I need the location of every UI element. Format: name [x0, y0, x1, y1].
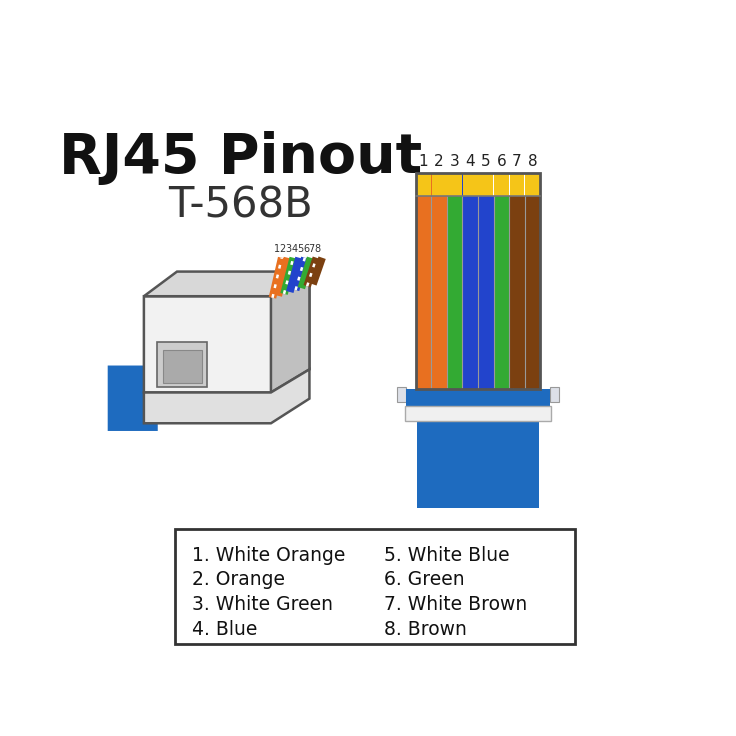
Bar — [478, 196, 494, 389]
Text: 3. White Green: 3. White Green — [191, 595, 333, 614]
Text: 2: 2 — [434, 154, 444, 169]
Text: 8: 8 — [528, 154, 537, 169]
Polygon shape — [144, 369, 309, 423]
Bar — [417, 421, 539, 508]
Text: 5: 5 — [297, 244, 303, 254]
Bar — [397, 387, 406, 402]
Text: T-568B: T-568B — [168, 185, 313, 227]
Bar — [406, 389, 550, 406]
Bar — [416, 173, 431, 196]
Text: 8. Brown: 8. Brown — [384, 620, 467, 639]
Bar — [405, 406, 551, 421]
Bar — [550, 387, 559, 402]
Bar — [447, 196, 462, 389]
Text: 1: 1 — [419, 154, 428, 169]
Text: 6. Green: 6. Green — [384, 570, 464, 590]
Bar — [509, 196, 525, 389]
Bar — [494, 173, 509, 196]
Bar — [416, 196, 431, 389]
Bar — [432, 173, 447, 196]
Text: 4. Blue: 4. Blue — [191, 620, 257, 639]
Bar — [462, 173, 478, 389]
Text: 7: 7 — [512, 154, 522, 169]
Bar — [416, 173, 540, 389]
Text: 3: 3 — [450, 154, 459, 169]
Bar — [174, 528, 575, 644]
Bar — [525, 173, 540, 389]
Bar — [526, 173, 540, 196]
Bar — [163, 350, 202, 383]
Text: 6: 6 — [303, 244, 309, 254]
Text: 6: 6 — [497, 154, 506, 169]
Text: 4: 4 — [291, 244, 297, 254]
Text: 7: 7 — [308, 244, 315, 254]
Text: 7. White Brown: 7. White Brown — [384, 595, 528, 614]
Polygon shape — [144, 272, 309, 392]
Bar — [157, 342, 207, 387]
Text: 4: 4 — [465, 154, 475, 169]
Bar — [447, 173, 462, 196]
Polygon shape — [271, 272, 309, 392]
Text: 1: 1 — [274, 244, 280, 254]
Bar — [494, 173, 509, 389]
Text: RJ45 Pinout: RJ45 Pinout — [59, 131, 422, 185]
Polygon shape — [144, 272, 309, 296]
Text: 2: 2 — [280, 244, 286, 254]
Text: 5. White Blue: 5. White Blue — [384, 545, 510, 565]
Text: 5: 5 — [481, 154, 491, 169]
FancyBboxPatch shape — [107, 366, 158, 431]
Bar — [431, 173, 447, 389]
Text: 1. White Orange: 1. White Orange — [191, 545, 345, 565]
Bar — [478, 173, 493, 196]
Bar — [463, 173, 478, 196]
Text: 2. Orange: 2. Orange — [191, 570, 285, 590]
Bar — [509, 173, 525, 196]
Text: 3: 3 — [286, 244, 291, 254]
Text: 8: 8 — [314, 244, 321, 254]
